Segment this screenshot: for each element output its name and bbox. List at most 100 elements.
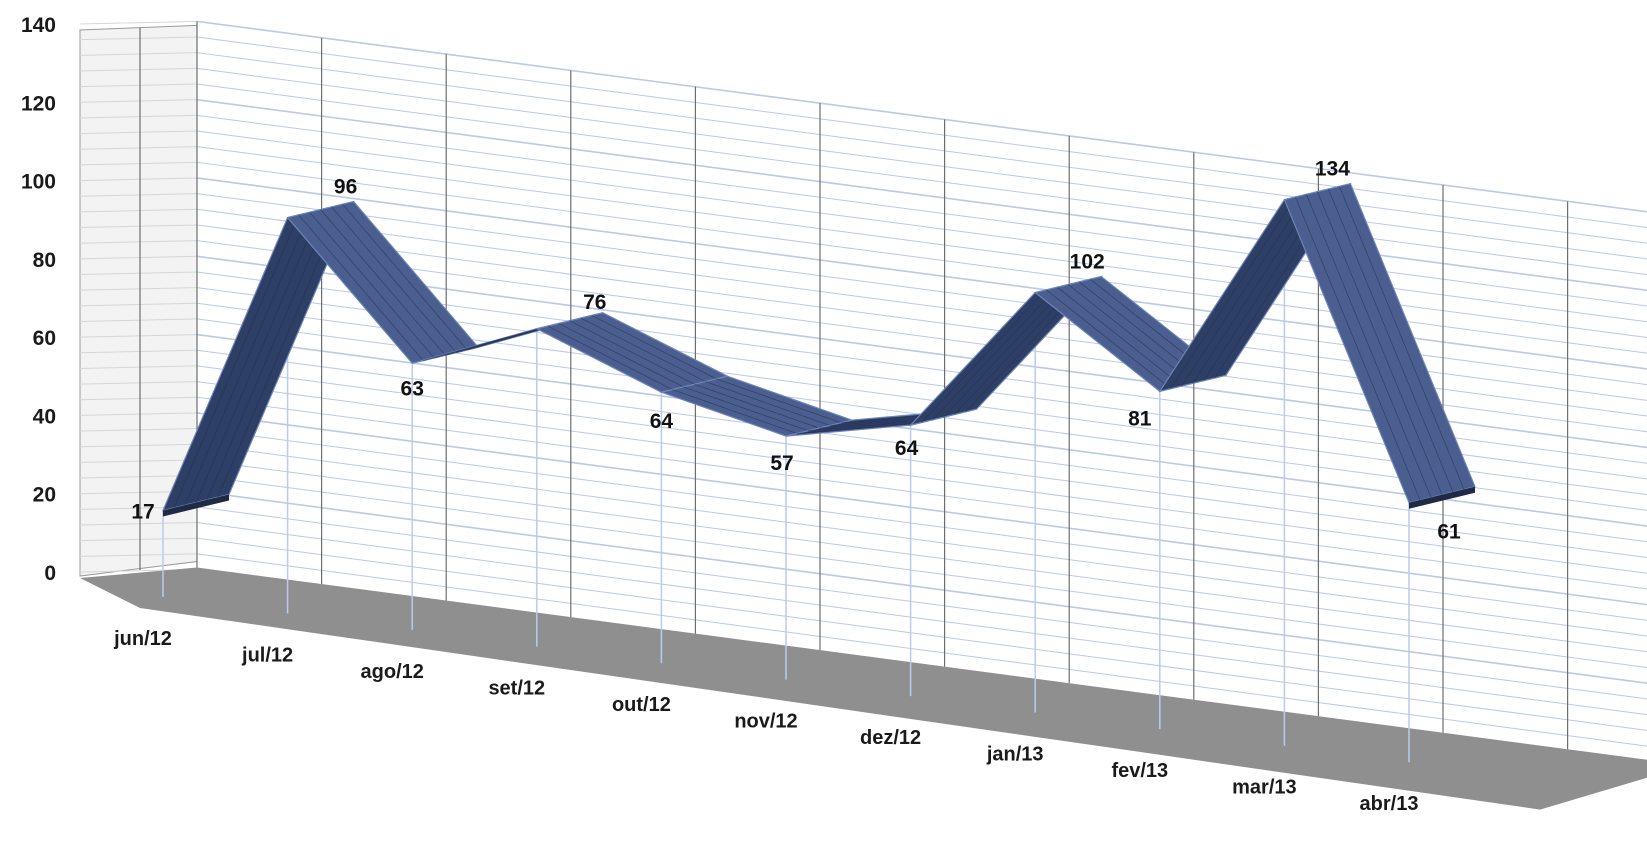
x-tick-label: set/12 bbox=[488, 678, 545, 700]
gridline-back bbox=[196, 506, 1647, 700]
gridline-back bbox=[196, 130, 1647, 323]
x-tick-label: out/12 bbox=[612, 694, 671, 716]
ribbon-texture bbox=[591, 315, 717, 380]
ribbon-texture bbox=[1045, 289, 1172, 389]
gridline-side bbox=[79, 161, 198, 166]
gridline-side bbox=[79, 522, 198, 526]
x-tick-label: jul/12 bbox=[241, 645, 293, 667]
data-label: 64 bbox=[650, 410, 674, 433]
gridline-side bbox=[79, 240, 198, 244]
gridline-side bbox=[79, 443, 198, 448]
gridline-side bbox=[79, 208, 198, 213]
ribbon-texture bbox=[1056, 286, 1183, 387]
gridline-back bbox=[196, 553, 1647, 747]
gridline-back bbox=[196, 36, 1647, 228]
x-tick-label: abr/13 bbox=[1360, 793, 1419, 815]
x-tick-label: nov/12 bbox=[734, 711, 797, 733]
ribbon-texture bbox=[1328, 188, 1454, 493]
gridline-side bbox=[79, 287, 198, 291]
ribbon-texture bbox=[569, 320, 695, 385]
gridline-side bbox=[79, 365, 198, 369]
ribbon-texture bbox=[309, 211, 435, 359]
gridline-back bbox=[196, 114, 1647, 307]
x-axis-ticks: jun/12 jul/12 ago/12 set/12 out/12 nov/12 dez/… bbox=[113, 628, 1418, 815]
gridline-side bbox=[79, 20, 198, 25]
y-tick-label: 60 bbox=[33, 327, 56, 350]
ribbon-texture bbox=[1295, 196, 1421, 501]
y-axis-ticks: 0 20 40 60 80 100 120 140 bbox=[21, 14, 56, 585]
ribbon-texture bbox=[705, 381, 831, 426]
gridline-back bbox=[196, 98, 1647, 292]
gridline-side bbox=[79, 349, 198, 354]
gridline-back bbox=[196, 537, 1647, 731]
ribbon-texture bbox=[796, 422, 922, 434]
gridline-back bbox=[196, 146, 1647, 338]
gridline-back bbox=[196, 381, 1647, 574]
gridline-side bbox=[79, 130, 198, 135]
gridline-side bbox=[79, 193, 198, 197]
ribbon-texture bbox=[1317, 191, 1443, 495]
y-tick-label: 140 bbox=[21, 14, 56, 37]
gridline-back bbox=[196, 20, 1647, 213]
ribbon-texture bbox=[331, 206, 457, 353]
ribbon-texture bbox=[716, 378, 842, 424]
ribbon-texture bbox=[932, 286, 1058, 421]
drop-lines bbox=[162, 199, 1410, 763]
gridline-side bbox=[79, 67, 198, 72]
gridline-back bbox=[196, 67, 1647, 260]
gridline-side bbox=[79, 224, 198, 229]
ribbon-texture bbox=[672, 389, 798, 434]
x-tick-label: ago/12 bbox=[361, 661, 424, 683]
data-label: 17 bbox=[131, 500, 154, 523]
ribbon-texture bbox=[195, 209, 321, 503]
gridline-back bbox=[196, 443, 1647, 637]
ribbon-cap bbox=[1409, 486, 1475, 509]
ribbon-texture bbox=[320, 209, 446, 356]
data-label: 102 bbox=[1070, 250, 1105, 273]
gridline-back bbox=[196, 522, 1647, 716]
gridline-side bbox=[79, 334, 198, 338]
gridline-side bbox=[79, 271, 198, 276]
data-label: 64 bbox=[895, 437, 919, 460]
y-tick-label: 20 bbox=[33, 484, 56, 507]
gridline-side bbox=[79, 537, 198, 542]
gridline-side bbox=[79, 459, 198, 463]
data-label: 81 bbox=[1128, 407, 1152, 430]
x-tick-label: mar/13 bbox=[1232, 777, 1297, 799]
floor-plane bbox=[80, 567, 1647, 810]
ribbon-cap bbox=[163, 494, 229, 517]
ribbon-texture bbox=[1181, 194, 1307, 387]
gridline-back bbox=[196, 396, 1647, 590]
gridline-side bbox=[79, 99, 198, 103]
gridline-side bbox=[79, 302, 198, 307]
x-tick-label: jan/13 bbox=[986, 744, 1044, 766]
ribbon-texture bbox=[683, 386, 809, 432]
data-label: 63 bbox=[401, 377, 424, 400]
ribbon-texture bbox=[1170, 196, 1296, 389]
gridline-side bbox=[79, 146, 198, 150]
ribbon-texture bbox=[547, 325, 673, 390]
x-tick-label: fev/13 bbox=[1111, 760, 1168, 782]
x-tick-label: dez/12 bbox=[860, 727, 921, 749]
gridline-side bbox=[79, 83, 198, 88]
gridline-side bbox=[79, 428, 198, 432]
ribbon-texture bbox=[1306, 194, 1432, 498]
gridline-back bbox=[196, 365, 1647, 558]
gridline-back bbox=[196, 412, 1647, 606]
ribbon-texture bbox=[1339, 186, 1465, 490]
data-label: 57 bbox=[770, 452, 793, 475]
y-tick-label: 100 bbox=[21, 171, 56, 194]
y-tick-label: 120 bbox=[21, 92, 56, 115]
ribbon-texture bbox=[943, 284, 1069, 418]
ribbon-texture bbox=[298, 214, 424, 361]
gridline-side bbox=[79, 114, 198, 119]
gridline-back bbox=[196, 349, 1647, 543]
ribbon-texture bbox=[580, 317, 706, 382]
ribbon-texture bbox=[184, 212, 310, 506]
gridline-side bbox=[79, 412, 198, 416]
gridline-back bbox=[196, 428, 1647, 621]
gridline-back bbox=[196, 459, 1647, 653]
ribbon-texture bbox=[807, 419, 933, 432]
